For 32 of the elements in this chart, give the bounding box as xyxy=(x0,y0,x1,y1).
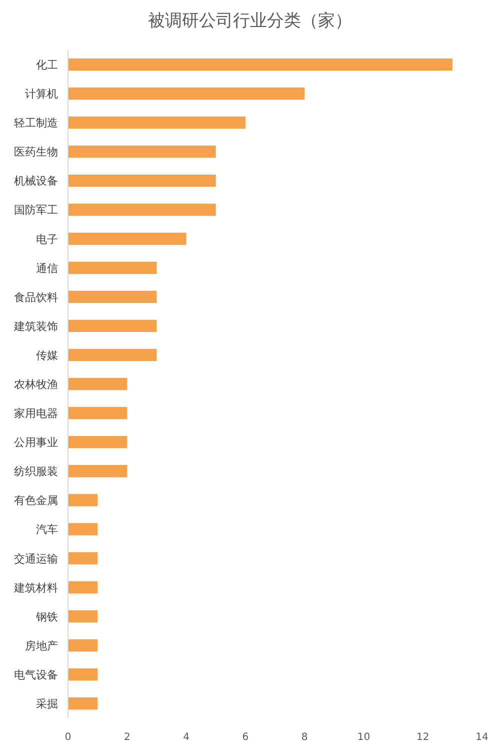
x-tick-label: 0 xyxy=(64,732,72,743)
y-tick-label: 传媒 xyxy=(36,348,58,362)
x-tick-label: 10 xyxy=(357,732,370,743)
y-tick-label: 采掘 xyxy=(36,697,58,710)
x-tick-label: 8 xyxy=(301,732,308,743)
y-tick-label: 通信 xyxy=(36,262,58,275)
x-tick-label: 12 xyxy=(416,732,430,743)
title: 被调研公司行业分类（家） xyxy=(148,11,352,31)
y-tick-label: 国防军工 xyxy=(14,204,58,217)
y-tick-label: 化工 xyxy=(36,58,58,72)
y-tick-label: 钢铁 xyxy=(35,610,58,624)
y-tick-label: 建筑装饰 xyxy=(13,320,58,333)
y-tick-label: 食品饮料 xyxy=(14,290,58,304)
y-tick-label: 汽车 xyxy=(36,523,58,536)
y-tick-label: 交通运输 xyxy=(14,552,58,566)
y-tick-label: 公用事业 xyxy=(14,436,58,450)
x-tick-label: 4 xyxy=(183,732,190,743)
y-tick-label: 医药生物 xyxy=(14,146,58,159)
x-tick-label: 2 xyxy=(124,732,130,743)
y-tick-label: 轻工制造 xyxy=(14,116,58,130)
y-tick-label: 房地产 xyxy=(25,639,58,652)
y-tick-label: 家用电器 xyxy=(14,407,58,420)
y-tick-label: 纺织服装 xyxy=(14,465,58,478)
y-tick-label: 电气设备 xyxy=(14,668,58,682)
x-tick-label: 6 xyxy=(242,732,249,743)
y-tick-label: 电子 xyxy=(36,232,58,246)
y-tick-label: 农林牧渔 xyxy=(14,378,58,391)
y-tick-label: 机械设备 xyxy=(14,174,58,188)
y-tick-label: 有色金属 xyxy=(14,494,58,508)
y-tick-label: 计算机 xyxy=(25,88,58,101)
y-tick-label: 建筑材料 xyxy=(13,581,58,594)
x-tick-label: 14 xyxy=(476,732,488,743)
